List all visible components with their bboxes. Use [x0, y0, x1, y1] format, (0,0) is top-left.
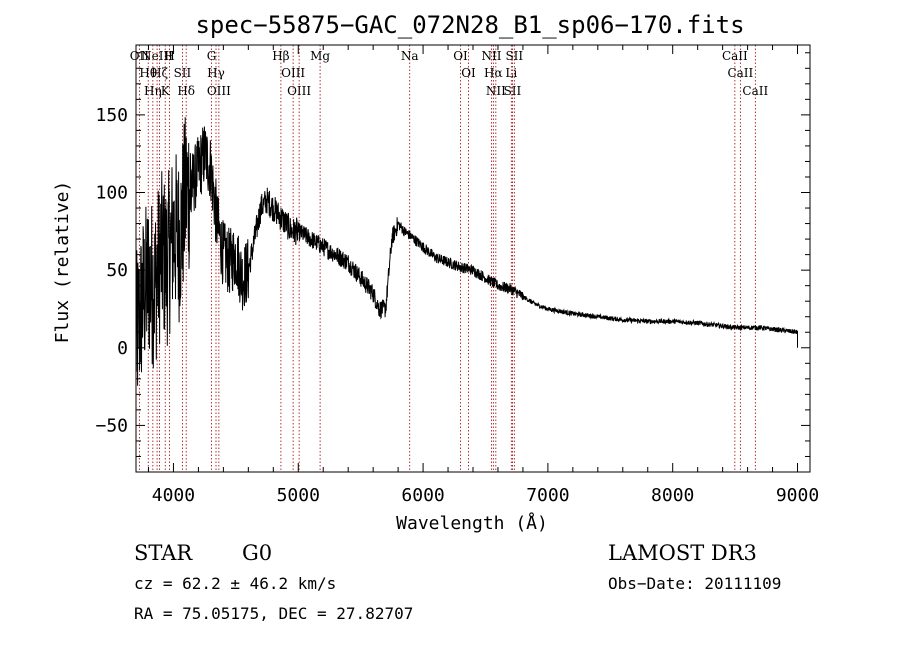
y-tick-label: 100 [95, 183, 128, 204]
x-tick-label: 5000 [277, 485, 320, 506]
line-label: H [164, 49, 174, 63]
line-label: Mg [310, 49, 330, 63]
ra-dec-coords: RA = 75.05175, DEC = 27.82707 [134, 604, 413, 623]
line-label: SII [504, 84, 522, 98]
survey-name: LAMOST DR3 [608, 541, 757, 565]
line-label: OIII [287, 84, 311, 98]
x-tick-label: 9000 [776, 485, 819, 506]
line-label: OII [130, 49, 150, 63]
line-label: G [207, 49, 217, 63]
y-tick-label: −50 [95, 415, 128, 436]
spectrum-line [135, 117, 798, 386]
line-label: SII [174, 66, 192, 80]
line-label: Hθ [139, 66, 157, 80]
line-label: Na [401, 49, 419, 63]
line-label: NII [486, 84, 506, 98]
observation-date: Obs−Date: 20111109 [608, 574, 781, 593]
line-label: Hα [484, 66, 503, 80]
x-axis-ticks: 4000 5000 6000 7000 8000 9000 [147, 45, 819, 506]
x-tick-label: 8000 [651, 485, 694, 506]
y-tick-label: 150 [95, 105, 128, 126]
y-tick-label: 50 [106, 260, 128, 281]
object-class: STAR [134, 541, 193, 565]
line-label: Hη [144, 84, 162, 98]
line-label: Li [505, 66, 517, 80]
line-label: SII [505, 49, 523, 63]
x-axis-label: Wavelength (Å) [396, 512, 548, 534]
x-tick-label: 4000 [152, 485, 195, 506]
line-label: CaII [742, 84, 768, 98]
x-tick-label: 6000 [401, 485, 444, 506]
line-label: OIII [207, 84, 231, 98]
chart-title: spec−55875−GAC_072N28_B1_sp06−170.fits [195, 11, 744, 39]
redshift-velocity: cz = 62.2 ± 46.2 km/s [134, 574, 336, 593]
line-label: Hζ [151, 66, 168, 80]
line-label: NII [481, 49, 501, 63]
line-label: Hγ [207, 66, 225, 80]
line-label: OIII [281, 66, 305, 80]
line-label: NeIII [141, 49, 173, 63]
line-label: OI [461, 66, 476, 80]
y-axis-label: Flux (relative) [52, 181, 73, 344]
line-label: CaII [727, 66, 753, 80]
y-axis-ticks: −50 0 50 100 150 [95, 52, 810, 457]
line-label: Hδ [177, 84, 195, 98]
line-label: Hβ [272, 49, 289, 63]
line-label: K [161, 84, 171, 98]
line-label: OI [453, 49, 468, 63]
line-labels: OIIHθHηNeIIIHζKHSIIHδGHγOIIIHβOIIIOIIIMg… [130, 49, 769, 98]
subclass: G0 [242, 541, 272, 565]
x-tick-label: 7000 [526, 485, 569, 506]
y-tick-label: 0 [117, 338, 128, 359]
line-label: CaII [722, 49, 748, 63]
